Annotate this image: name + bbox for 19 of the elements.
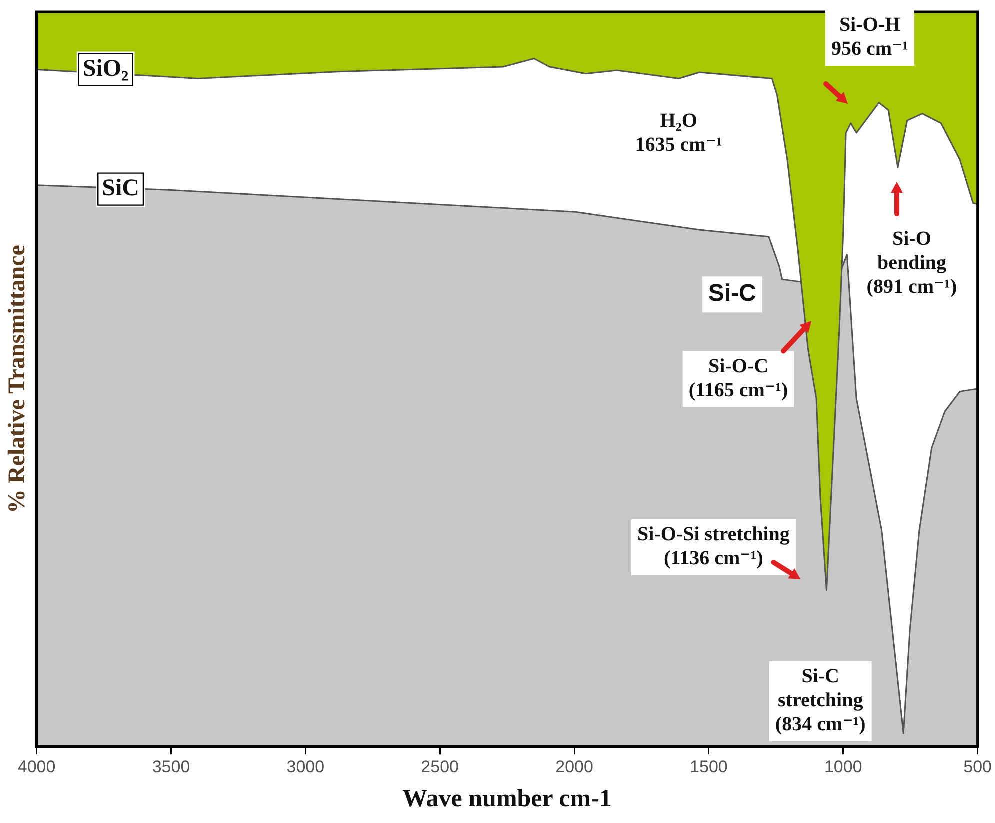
x-tick-label: 2000 xyxy=(556,757,594,776)
x-tick-label: 4000 xyxy=(18,757,56,776)
x-tick-label: 3500 xyxy=(152,757,190,776)
annotation: Si-C xyxy=(708,280,756,308)
x-axis-title: Wave number cm-1 xyxy=(402,785,612,812)
x-tick-label: 3000 xyxy=(286,757,325,776)
x-tick-label: 1000 xyxy=(824,757,862,776)
annotation: H₂O 1635 cm⁻¹ xyxy=(635,110,722,156)
series-label: SiO₂ xyxy=(82,56,129,82)
x-tick-label: 500 xyxy=(964,757,992,776)
annotation: Si-O bending (891 cm⁻¹) xyxy=(866,228,958,298)
x-tick-label: 2500 xyxy=(421,757,460,776)
annotation: Si-O-C (1165 cm⁻¹) xyxy=(688,355,788,402)
series-label: SiC xyxy=(102,176,140,202)
annotation: Si-C stretching (834 cm⁻¹) xyxy=(775,666,866,736)
y-axis-title: % Relative Transmittance xyxy=(4,244,31,514)
annotation: Si-O-H 956 cm⁻¹ xyxy=(831,14,909,60)
annotation: Si-O-Si stretching (1136 cm⁻¹) xyxy=(638,524,790,570)
x-tick-label: 1500 xyxy=(690,757,728,776)
